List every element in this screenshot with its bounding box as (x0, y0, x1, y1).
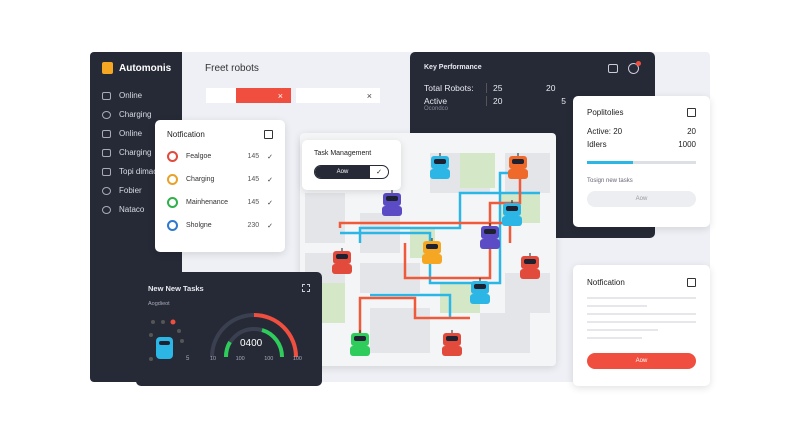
sidebar-item[interactable]: Online (102, 124, 157, 143)
screen-icon (102, 129, 111, 138)
policies-panel: Poplitolies Active: 20 20 Idlers 1000 Tosi… (573, 96, 710, 227)
notification-panel: Notfication Fealgoe 145 ✓ Charging 145 ✓ Mainh… (155, 120, 285, 252)
confirm-check-icon[interactable]: ✓ (376, 169, 382, 176)
robot-logo-icon (102, 62, 113, 74)
brand: Automonis (102, 62, 171, 74)
notification-badge (636, 61, 641, 66)
settings-icon[interactable] (687, 278, 696, 287)
panel-title: Task Management (314, 150, 372, 157)
check-icon[interactable]: ✓ (267, 222, 273, 230)
robot-avatar (149, 319, 184, 361)
robot-marker[interactable] (350, 330, 370, 356)
notification-item[interactable]: Sholgne 230 ✓ (167, 214, 273, 237)
map-canvas[interactable] (300, 133, 556, 366)
close-icon[interactable]: × (277, 90, 283, 101)
status-ring-icon (167, 151, 178, 162)
progress-bar (587, 161, 696, 164)
timer-icon[interactable] (628, 63, 639, 74)
fleet-map[interactable] (300, 133, 556, 366)
page-title: Freet robots (205, 63, 259, 74)
check-icon[interactable]: ✓ (267, 153, 273, 161)
filter-input[interactable] (206, 88, 236, 103)
robot-icon (102, 167, 111, 176)
robot-marker[interactable] (480, 223, 500, 249)
notification-panel-2: Notfication Aow (573, 265, 710, 386)
robot-marker[interactable] (332, 248, 352, 274)
filter-chip-active[interactable]: × (236, 88, 291, 103)
robot-marker[interactable] (422, 238, 442, 264)
new-tasks-panel: New New Tasks Aogdieot 5 0400 10 100 100 10… (136, 272, 322, 386)
users-icon[interactable] (608, 64, 618, 73)
expand-icon[interactable] (302, 284, 310, 292)
check-icon[interactable]: ✓ (267, 176, 273, 184)
robot-marker[interactable] (520, 253, 540, 279)
notification-item[interactable]: Fealgoe 145 ✓ (167, 145, 273, 168)
assign-button[interactable]: Aow (587, 191, 696, 207)
sidebar-item[interactable]: Topi dimac (102, 162, 157, 181)
robot-marker[interactable] (502, 200, 522, 226)
robot-marker[interactable] (382, 190, 402, 216)
panel-title: Key Performance (424, 64, 482, 71)
check-icon[interactable]: ✓ (267, 199, 273, 207)
robot-marker[interactable] (442, 330, 462, 356)
robot-marker[interactable] (470, 278, 490, 304)
gauge-value: 0400 (240, 338, 263, 349)
calendar-icon[interactable] (687, 108, 696, 117)
notification-item[interactable]: Charging 145 ✓ (167, 168, 273, 191)
task-management-panel: Task Management Aow ✓ (302, 140, 401, 190)
robot-marker[interactable] (508, 153, 528, 179)
close-icon[interactable]: × (366, 90, 372, 101)
dollar-icon (102, 186, 111, 195)
globe-icon (102, 205, 111, 214)
sidebar-item[interactable]: Charging (102, 105, 157, 124)
monitor-icon (102, 91, 111, 100)
sidebar-item[interactable]: Nataco (102, 200, 157, 219)
sidebar-item[interactable]: Fobier (102, 181, 157, 200)
assign-button[interactable]: Aow (315, 166, 370, 178)
gauge (210, 313, 298, 358)
filter-chip[interactable]: × (296, 88, 380, 103)
panel-title: Notfication (167, 130, 205, 139)
status-ring-icon (167, 174, 178, 185)
robot-marker[interactable] (430, 153, 450, 179)
sidebar-item[interactable]: Charging (102, 143, 157, 162)
status-ring-icon (167, 220, 178, 231)
notification-item[interactable]: Mainhenance 145 ✓ (167, 191, 273, 214)
progress-fill (587, 161, 633, 164)
sidebar-nav: Online Charging Online Charging Topi dim… (102, 86, 157, 219)
charging-icon (102, 110, 111, 119)
assign-button[interactable]: Aow (587, 353, 696, 369)
display-icon (102, 148, 111, 157)
panel-title: Notfication (587, 278, 625, 287)
sidebar-item[interactable]: Online (102, 86, 157, 105)
panel-title: Poplitolies (587, 108, 624, 117)
status-ring-icon (167, 197, 178, 208)
settings-icon[interactable] (264, 130, 273, 139)
